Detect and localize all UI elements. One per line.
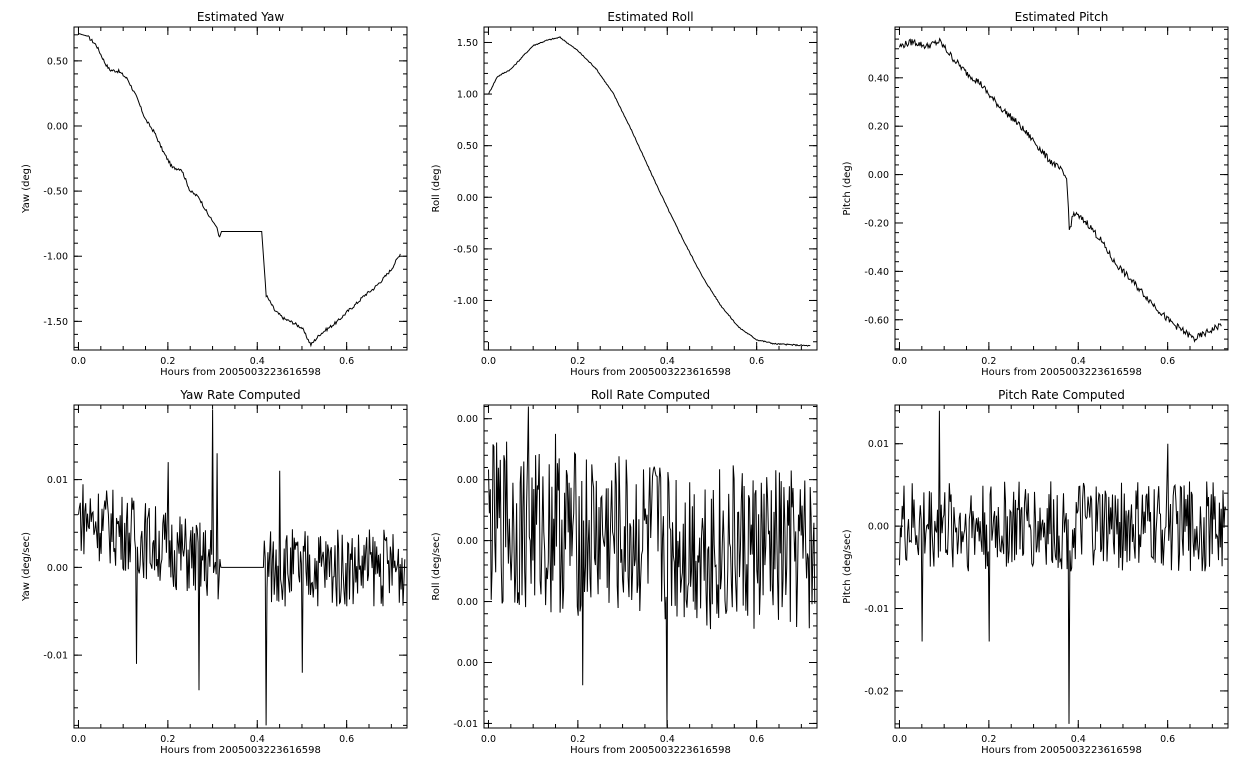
y-tick-label: 0.50	[47, 56, 68, 67]
y-tick-label: 0.00	[457, 193, 478, 204]
plot-frame	[73, 404, 408, 729]
chart-title: Roll Rate Computed	[591, 388, 710, 402]
x-tick-label: 0.4	[660, 734, 675, 745]
x-tick-label: 0.0	[481, 734, 496, 745]
y-tick-label: 0.00	[457, 414, 478, 425]
chart-4: 0.0 0.2 0.4 0.6 0.01 0.00 -0.01 Yaw Rate Comput…	[21, 388, 408, 756]
y-tick-label: -0.50	[43, 187, 68, 198]
x-tick-label: 0.0	[892, 356, 907, 367]
series-line	[78, 409, 406, 726]
y-tick-label: 0.01	[47, 475, 68, 486]
x-tick-label: 0.4	[660, 356, 675, 367]
y-axis-label: Roll (deg)	[431, 164, 442, 212]
x-tick-label: 0.6	[339, 734, 354, 745]
x-tick-label: 0.6	[339, 356, 354, 367]
chart-title: Estimated Roll	[607, 10, 693, 24]
x-tick-label: 0.4	[250, 356, 265, 367]
y-tick-label: 0.20	[868, 122, 889, 133]
y-tick-label: 1.00	[457, 90, 478, 101]
y-tick-label: 0.00	[47, 121, 68, 132]
y-tick-label: 0.40	[868, 73, 889, 84]
x-tick-label: 0.2	[160, 356, 175, 367]
x-tick-label: 0.2	[160, 734, 175, 745]
chart-6: 0.0 0.2 0.4 0.6 0.01 0.00 -0.01 -0.02 Pitch Rate…	[842, 388, 1229, 756]
x-tick-label: 0.2	[981, 734, 996, 745]
series-line	[899, 37, 1222, 343]
plot-frame	[73, 26, 408, 351]
x-tick-label: 0.6	[1160, 734, 1175, 745]
y-tick-label: -1.00	[453, 296, 478, 307]
plot-frame	[483, 26, 818, 351]
y-tick-label: 0.00	[868, 522, 889, 533]
series-line	[488, 406, 816, 727]
plot-frame	[483, 404, 818, 729]
x-tick-label: 0.0	[892, 734, 907, 745]
y-tick-label: 0.00	[47, 563, 68, 574]
y-tick-label: 0.00	[457, 475, 478, 486]
x-tick-label: 0.6	[749, 734, 764, 745]
chart-5: 0.0 0.2 0.4 0.6 0.00 0.00 0.00 0.00 0.00 -0.01 Rol…	[431, 388, 818, 756]
y-tick-label: 0.01	[868, 439, 889, 450]
series-line	[899, 410, 1227, 724]
x-axis-label: Hours from 2005003223616598	[981, 367, 1142, 378]
y-tick-label: -0.01	[43, 651, 68, 662]
x-tick-label: 0.2	[570, 356, 585, 367]
x-tick-label: 0.4	[250, 734, 265, 745]
plot-frame	[894, 26, 1229, 351]
chart-3: 0.0 0.2 0.4 0.6 0.40 0.20 0.00 -0.20 -0.40 -0.60 E…	[842, 10, 1229, 378]
y-axis-label: Yaw (deg)	[21, 164, 32, 214]
y-tick-label: -0.40	[864, 267, 889, 278]
y-axis-label: Yaw (deg/sec)	[21, 532, 32, 602]
y-tick-label: -0.60	[864, 315, 889, 326]
x-axis-label: Hours from 2005003223616598	[160, 745, 321, 756]
y-tick-label: -0.20	[864, 218, 889, 229]
y-tick-label: 1.50	[457, 38, 478, 49]
y-tick-label: -0.02	[864, 686, 889, 697]
x-tick-label: 0.4	[1071, 734, 1086, 745]
y-tick-label: -1.50	[43, 317, 68, 328]
chart-title: Estimated Yaw	[197, 10, 284, 24]
y-axis-label: Pitch (deg/sec)	[842, 529, 853, 604]
x-tick-label: 0.6	[1160, 356, 1175, 367]
x-tick-label: 0.6	[749, 356, 764, 367]
y-tick-label: 0.50	[457, 141, 478, 152]
y-tick-label: -0.50	[453, 244, 478, 255]
x-axis-label: Hours from 2005003223616598	[160, 367, 321, 378]
chart-title: Pitch Rate Computed	[998, 388, 1125, 402]
y-tick-label: 0.00	[457, 597, 478, 608]
y-tick-label: -1.00	[43, 252, 68, 263]
x-tick-label: 0.0	[71, 734, 86, 745]
x-tick-label: 0.0	[71, 356, 86, 367]
x-axis-label: Hours from 2005003223616598	[570, 745, 731, 756]
y-tick-label: -0.01	[864, 604, 889, 615]
plot-frame	[894, 404, 1229, 729]
y-tick-label: -0.01	[453, 719, 478, 730]
chart-1: 0.0 0.2 0.4 0.6 0.50 0.00 -0.50 -1.00 -1.50 Estim…	[21, 10, 408, 378]
x-tick-label: 0.2	[570, 734, 585, 745]
x-axis-label: Hours from 2005003223616598	[981, 745, 1142, 756]
series-line	[78, 33, 401, 348]
y-tick-label: 0.00	[457, 536, 478, 547]
x-tick-label: 0.2	[981, 356, 996, 367]
y-axis-label: Pitch (deg)	[842, 161, 853, 215]
x-axis-label: Hours from 2005003223616598	[570, 367, 731, 378]
y-tick-label: 0.00	[457, 658, 478, 669]
chart-title: Yaw Rate Computed	[179, 388, 300, 402]
x-tick-label: 0.4	[1071, 356, 1086, 367]
series-line	[488, 36, 811, 347]
y-tick-label: 0.00	[868, 170, 889, 181]
x-tick-label: 0.0	[481, 356, 496, 367]
chart-title: Estimated Pitch	[1015, 10, 1109, 24]
chart-2: 0.0 0.2 0.4 0.6 1.50 1.00 0.50 0.00 -0.50 -1.00 Es…	[431, 10, 818, 378]
y-axis-label: Roll (deg/sec)	[431, 532, 442, 600]
